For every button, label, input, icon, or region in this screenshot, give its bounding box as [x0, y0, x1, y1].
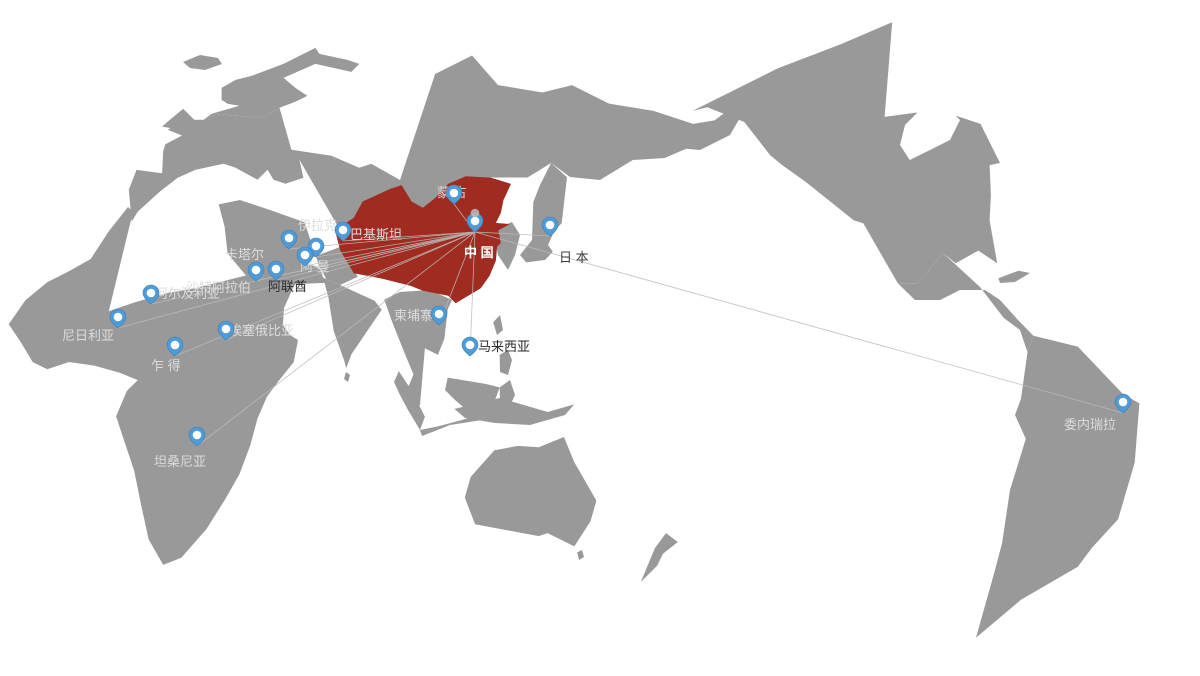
- svg-text:巴基斯坦: 巴基斯坦: [350, 227, 402, 242]
- svg-text:中 国: 中 国: [464, 245, 494, 260]
- svg-text:卡塔尔: 卡塔尔: [225, 247, 264, 262]
- svg-text:阿联酋: 阿联酋: [268, 279, 307, 294]
- svg-text:埃塞俄比亚: 埃塞俄比亚: [229, 323, 294, 338]
- svg-text:马来西亚: 马来西亚: [478, 339, 530, 354]
- svg-text:乍 得: 乍 得: [151, 358, 181, 373]
- svg-text:柬埔寨: 柬埔寨: [394, 308, 433, 323]
- svg-text:日 本: 日 本: [559, 250, 589, 265]
- svg-text:坦桑尼亚: 坦桑尼亚: [154, 454, 206, 469]
- svg-text:阿尔及利亚: 阿尔及利亚: [155, 286, 220, 301]
- svg-text:尼日利亚: 尼日利亚: [62, 328, 114, 343]
- svg-text:伊拉克: 伊拉克: [298, 218, 337, 233]
- svg-text:委内瑞拉: 委内瑞拉: [1064, 417, 1116, 432]
